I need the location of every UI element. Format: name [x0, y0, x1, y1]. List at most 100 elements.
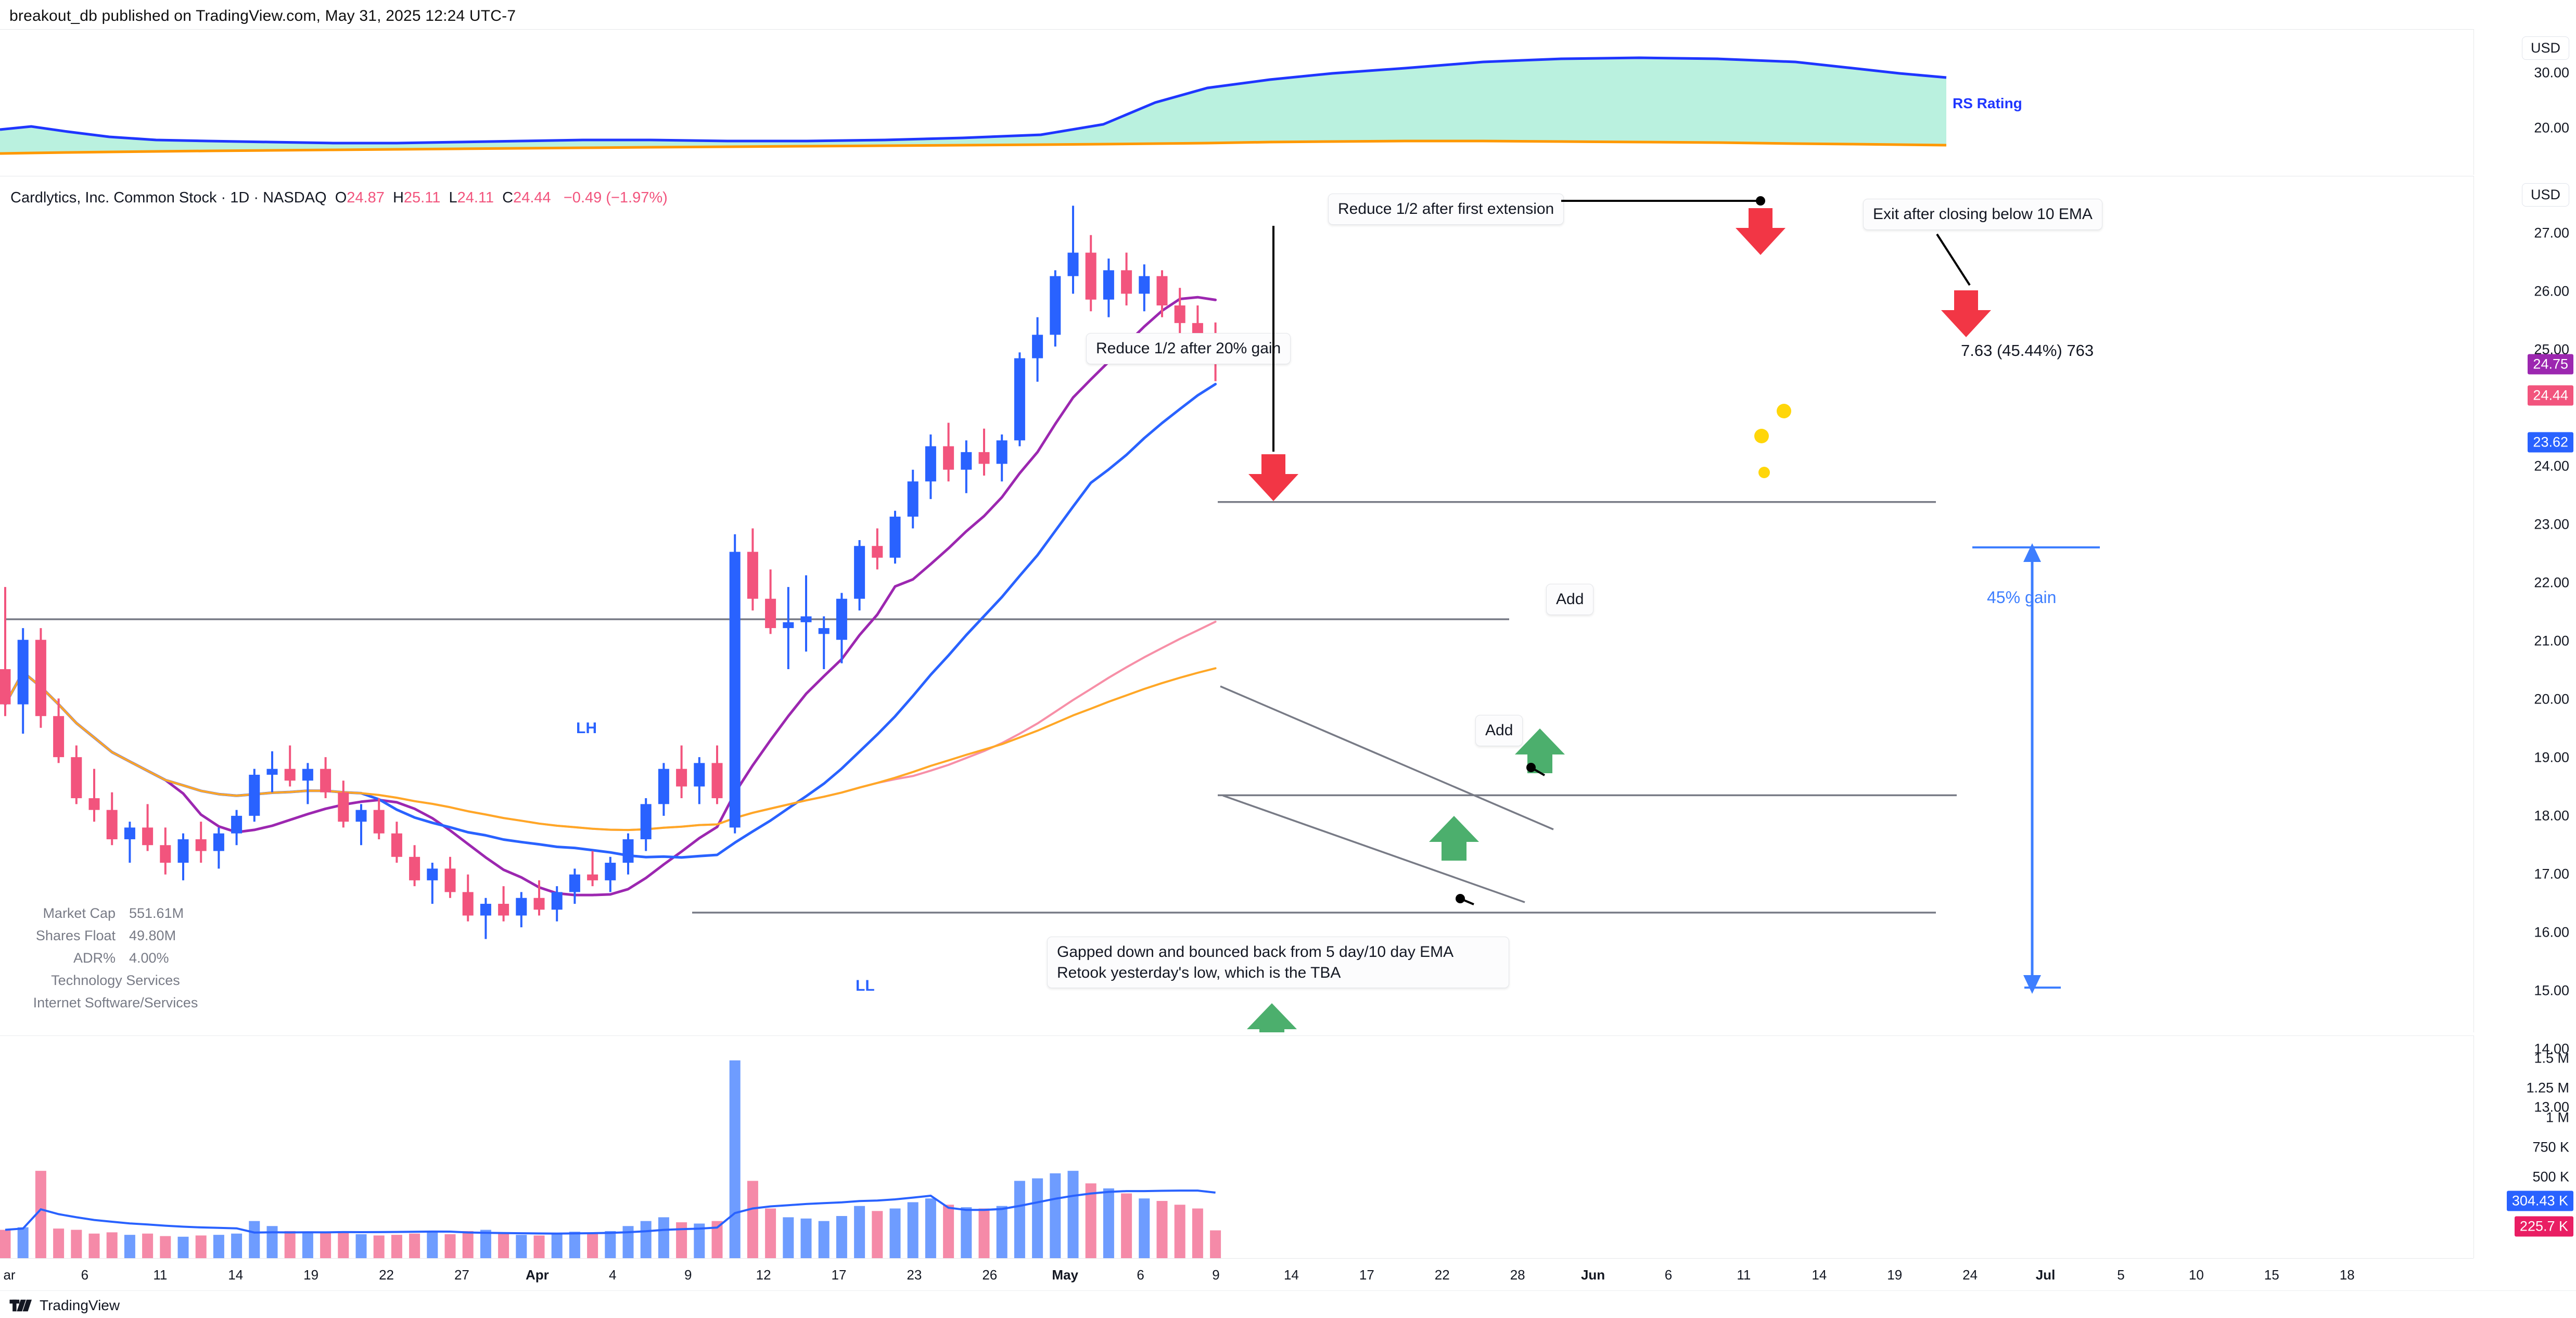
volume-bar: [35, 1171, 46, 1259]
candle: [106, 792, 118, 846]
ohlc-high: 25.11: [403, 189, 441, 206]
volume-bar: [1139, 1198, 1150, 1259]
measure-readout: 7.63 (45.44%) 763: [1961, 341, 2094, 360]
volume-bar: [444, 1234, 456, 1259]
candle: [889, 510, 901, 564]
volume-bar: [978, 1208, 990, 1259]
vol-tick-0: 1.5 M: [2534, 1050, 2569, 1066]
volume-bar: [195, 1235, 207, 1259]
callout-gapped-down[interactable]: Gapped down and bounced back from 5 day/…: [1047, 937, 1509, 989]
volume-bar: [302, 1232, 313, 1259]
date-tick: 4: [609, 1267, 617, 1283]
volume-panel[interactable]: [0, 1035, 2473, 1259]
date-axis[interactable]: ar 6 11 14 19 22 27 Apr 4 9 12 17 23 26 May 6 9 14 17 22 28 J…: [0, 1258, 2473, 1291]
candle: [872, 528, 883, 570]
footer-bar: TradingView: [0, 1290, 2576, 1318]
rs-rating-panel[interactable]: RS Rating: [0, 29, 2473, 175]
volume-bar: [872, 1211, 883, 1259]
callout-exit-below-ema[interactable]: Exit after closing below 10 EMA: [1863, 199, 2102, 230]
marker-star-3: [1758, 467, 1770, 478]
volume-bar: [177, 1236, 189, 1259]
rs-tick-0: 30.00: [2534, 65, 2569, 81]
last-price-badge: 24.44: [2528, 385, 2573, 406]
label-45-percent-gain: 45% gain: [1987, 588, 2057, 607]
callout-reduce-first-extension[interactable]: Reduce 1/2 after first extension: [1328, 194, 1564, 225]
symbol-exchange: NASDAQ: [263, 189, 327, 206]
candle: [836, 593, 847, 663]
candle: [1067, 206, 1079, 294]
date-tick: 14: [1812, 1267, 1827, 1283]
volume-bar: [1192, 1208, 1203, 1259]
volume-bar: [53, 1229, 65, 1259]
price-tick-24: 24.00: [2534, 458, 2569, 474]
candle: [35, 628, 46, 728]
vol-tick-2: 1 M: [2545, 1109, 2569, 1125]
price-tick-26: 26.00: [2534, 283, 2569, 299]
symbol-legend[interactable]: Cardlytics, Inc. Common Stock · 1D · NAS…: [10, 189, 668, 207]
adr-pct-value: 4.00%: [129, 950, 169, 966]
candle: [462, 874, 474, 922]
date-tick: 22: [1434, 1267, 1450, 1283]
volume-bar: [1174, 1205, 1185, 1259]
candle: [480, 898, 491, 939]
callout-reduce-20-gain[interactable]: Reduce 1/2 after 20% gain: [1086, 333, 1291, 364]
volume-bar: [249, 1221, 260, 1259]
price-tick-21: 21.00: [2534, 633, 2569, 649]
vol-tick-1: 1.25 M: [2526, 1080, 2569, 1096]
volume-bar: [907, 1202, 919, 1259]
price-tick-27: 27.00: [2534, 225, 2569, 241]
candle: [1014, 352, 1025, 446]
price-axis[interactable]: USD 27.00 26.00 25.00 24.00 23.00 22.00 …: [2473, 176, 2576, 1115]
volume-bar: [373, 1235, 385, 1259]
volume-bar: [427, 1232, 438, 1259]
volume-bar: [516, 1235, 527, 1259]
rs-fill-area: [0, 58, 1946, 153]
date-tick: May: [1052, 1267, 1079, 1283]
candle: [516, 892, 527, 928]
date-tick: 9: [684, 1267, 692, 1283]
volume-bar: [800, 1218, 812, 1259]
candle: [854, 540, 865, 611]
stock-info-table: Market Cap 551.61M Shares Float 49.80M A…: [11, 905, 220, 1017]
candle: [694, 757, 705, 804]
volume-bar: [355, 1234, 367, 1259]
candle: [1103, 258, 1114, 317]
date-tick: 14: [228, 1267, 244, 1283]
date-tick: 11: [153, 1267, 168, 1283]
volume-axis[interactable]: 1.5 M 1.25 M 1 M 750 K 500 K 304.43 K 22…: [2473, 1035, 2576, 1258]
price-chart-panel[interactable]: [0, 176, 2473, 1033]
volume-bar: [213, 1235, 224, 1259]
price-tick-20: 20.00: [2534, 691, 2569, 707]
candle: [142, 804, 154, 851]
volume-bar: [1067, 1171, 1079, 1259]
volume-bar: [284, 1231, 296, 1259]
volume-bar: [765, 1208, 776, 1259]
label-lower-high: LH: [576, 720, 597, 737]
callout-add-2[interactable]: Add: [1475, 715, 1523, 746]
shares-float-value: 49.80M: [129, 928, 176, 943]
candle: [338, 780, 349, 828]
date-tick: 5: [2117, 1267, 2125, 1283]
volume-bar: [391, 1235, 402, 1259]
symbol-name: Cardlytics, Inc. Common Stock: [10, 189, 217, 206]
candle: [355, 804, 367, 846]
candle: [729, 534, 741, 834]
candle: [195, 822, 207, 863]
callout-add-1[interactable]: Add: [1546, 584, 1594, 615]
candle: [569, 868, 580, 904]
volume-bar: [605, 1231, 616, 1259]
candle: [427, 863, 438, 904]
volume-ma-badge: 304.43 K: [2506, 1191, 2573, 1211]
candle: [711, 745, 723, 804]
leader-exit-ema: [1936, 233, 1971, 286]
volume-bar: [17, 1227, 29, 1259]
rs-price-axis[interactable]: USD 30.00 20.00: [2473, 29, 2576, 175]
tradingview-logo-text: TradingView: [40, 1297, 120, 1313]
candle: [1174, 288, 1185, 335]
candle: [177, 833, 189, 880]
symbol-interval: 1D: [230, 189, 250, 206]
tradingview-logo[interactable]: TradingView: [9, 1297, 120, 1314]
arrow-up-add-2: [1429, 816, 1479, 861]
volume-bar: [320, 1233, 331, 1259]
arrow-down-reduce-20: [1248, 454, 1298, 501]
